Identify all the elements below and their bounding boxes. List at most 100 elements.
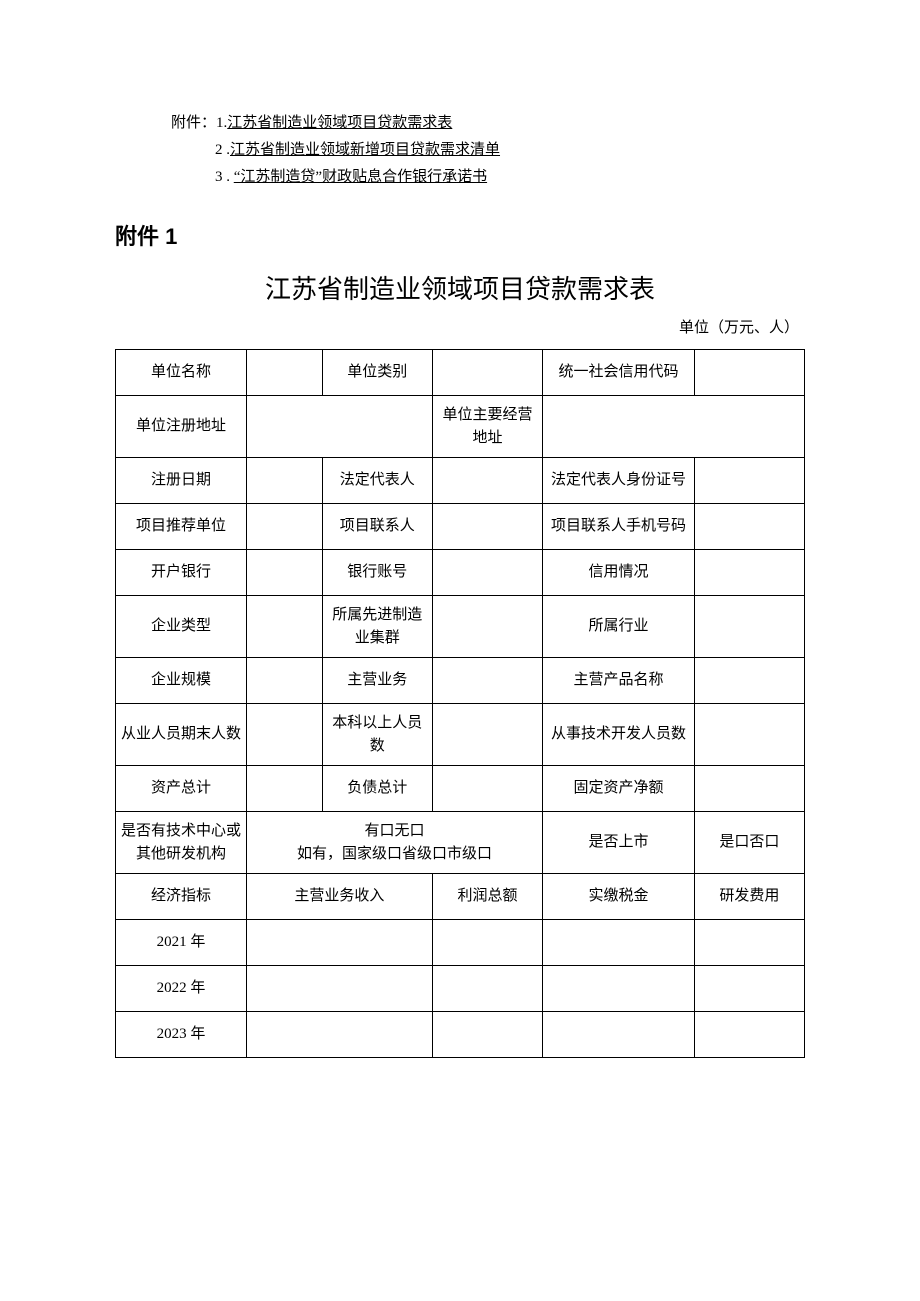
cell-value [432, 550, 542, 596]
table-row: 企业规模 主营业务 主营产品名称 [116, 658, 805, 704]
cell-value [246, 966, 432, 1012]
attachment-link-2[interactable]: 江苏省制造业领域新增项目贷款需求清单 [230, 142, 500, 158]
cell-value [246, 458, 322, 504]
rd-option-line1: 有口无口 [251, 820, 538, 843]
cell-year-2021: 2021 年 [116, 920, 247, 966]
cell-value [432, 458, 542, 504]
cell-value [694, 920, 804, 966]
cell-value [694, 458, 804, 504]
table-row: 资产总计 负债总计 固定资产净额 [116, 766, 805, 812]
cell-value [246, 396, 432, 458]
cell-value [543, 396, 805, 458]
cell-value [694, 1012, 804, 1058]
attachment-line-1: 附件：1.江苏省制造业领域项目贷款需求表 [171, 110, 805, 137]
cell-label-rd-center: 是否有技术中心或其他研发机构 [116, 812, 247, 874]
cell-value [432, 966, 542, 1012]
cell-label-bank: 开户银行 [116, 550, 247, 596]
cell-label-rd-staff: 从事技术开发人员数 [543, 704, 695, 766]
cell-label-contact: 项目联系人 [322, 504, 432, 550]
cell-label-bank-account: 银行账号 [322, 550, 432, 596]
cell-label-industry: 所属行业 [543, 596, 695, 658]
loan-demand-table: 单位名称 单位类别 统一社会信用代码 单位注册地址 单位主要经营地址 注册日期 … [115, 349, 805, 1058]
cell-value [694, 596, 804, 658]
cell-value [694, 966, 804, 1012]
cell-label-reg-date: 注册日期 [116, 458, 247, 504]
attachment-dot-2: . [223, 142, 231, 158]
cell-value [246, 704, 322, 766]
cell-listed-options: 是口否口 [694, 812, 804, 874]
cell-label-contact-phone: 项目联系人手机号码 [543, 504, 695, 550]
cell-label-legal-rep-id: 法定代表人身份证号 [543, 458, 695, 504]
cell-label-listed: 是否上市 [543, 812, 695, 874]
cell-profit: 利润总额 [432, 874, 542, 920]
cell-label-unit-type: 单位类别 [322, 350, 432, 396]
cell-value [694, 350, 804, 396]
attachment-link-3[interactable]: “江苏制造贷”财政贴息合作银行承诺书 [234, 169, 487, 185]
cell-value [246, 596, 322, 658]
cell-label-legal-rep: 法定代表人 [322, 458, 432, 504]
cell-value [246, 1012, 432, 1058]
attachment-link-1[interactable]: 江苏省制造业领域项目贷款需求表 [227, 115, 452, 131]
cell-value [694, 550, 804, 596]
table-row: 从业人员期末人数 本科以上人员数 从事技术开发人员数 [116, 704, 805, 766]
cell-value [246, 658, 322, 704]
cell-label-bachelor-count: 本科以上人员数 [322, 704, 432, 766]
cell-value [246, 350, 322, 396]
cell-label-biz-address: 单位主要经营地址 [432, 396, 542, 458]
cell-label-recommend-unit: 项目推荐单位 [116, 504, 247, 550]
cell-value [246, 504, 322, 550]
cell-label-main-biz: 主营业务 [322, 658, 432, 704]
attachment-num-2: 2 [215, 142, 223, 158]
table-row-rd-center: 是否有技术中心或其他研发机构 有口无口 如有，国家级口省级口市级口 是否上市 是… [116, 812, 805, 874]
cell-rd-options: 有口无口 如有，国家级口省级口市级口 [246, 812, 542, 874]
cell-value [543, 966, 695, 1012]
cell-value [543, 1012, 695, 1058]
cell-label-main-product: 主营产品名称 [543, 658, 695, 704]
cell-label-employees: 从业人员期末人数 [116, 704, 247, 766]
table-row-econ-header: 经济指标 主营业务收入 利润总额 实缴税金 研发费用 [116, 874, 805, 920]
table-row-year: 2021 年 [116, 920, 805, 966]
table-row: 单位注册地址 单位主要经营地址 [116, 396, 805, 458]
rd-option-line2: 如有，国家级口省级口市级口 [251, 843, 538, 866]
cell-label-credit-code: 统一社会信用代码 [543, 350, 695, 396]
section-heading: 附件 1 [115, 219, 805, 251]
cell-value [432, 1012, 542, 1058]
cell-main-revenue: 主营业务收入 [246, 874, 432, 920]
document-title: 江苏省制造业领域项目贷款需求表 [115, 269, 805, 306]
cell-econ-indicator: 经济指标 [116, 874, 247, 920]
cell-value [432, 704, 542, 766]
cell-value [543, 920, 695, 966]
attachments-block: 附件：1.江苏省制造业领域项目贷款需求表 2 .江苏省制造业领域新增项目贷款需求… [171, 110, 805, 191]
cell-label-unit-name: 单位名称 [116, 350, 247, 396]
cell-value [694, 766, 804, 812]
attachment-dot-3: . [223, 169, 234, 185]
cell-label-fixed-assets: 固定资产净额 [543, 766, 695, 812]
table-row: 注册日期 法定代表人 法定代表人身份证号 [116, 458, 805, 504]
cell-label-reg-address: 单位注册地址 [116, 396, 247, 458]
cell-value [432, 658, 542, 704]
cell-tax: 实缴税金 [543, 874, 695, 920]
cell-year-2023: 2023 年 [116, 1012, 247, 1058]
cell-label-total-liab: 负债总计 [322, 766, 432, 812]
cell-value [694, 658, 804, 704]
table-row: 企业类型 所属先进制造业集群 所属行业 [116, 596, 805, 658]
table-row: 单位名称 单位类别 统一社会信用代码 [116, 350, 805, 396]
cell-label-enterprise-type: 企业类型 [116, 596, 247, 658]
table-row-year: 2022 年 [116, 966, 805, 1012]
cell-year-2022: 2022 年 [116, 966, 247, 1012]
table-row-year: 2023 年 [116, 1012, 805, 1058]
cell-rd-expense: 研发费用 [694, 874, 804, 920]
cell-label-total-assets: 资产总计 [116, 766, 247, 812]
cell-value [694, 704, 804, 766]
attachment-num-1: 1. [216, 115, 227, 131]
cell-value [432, 766, 542, 812]
cell-value [432, 350, 542, 396]
cell-value [432, 504, 542, 550]
unit-note: 单位（万元、人） [115, 316, 805, 337]
cell-label-credit-status: 信用情况 [543, 550, 695, 596]
table-row: 项目推荐单位 项目联系人 项目联系人手机号码 [116, 504, 805, 550]
cell-label-cluster: 所属先进制造业集群 [322, 596, 432, 658]
attachment-num-3: 3 [215, 169, 223, 185]
table-row: 开户银行 银行账号 信用情况 [116, 550, 805, 596]
cell-label-scale: 企业规模 [116, 658, 247, 704]
